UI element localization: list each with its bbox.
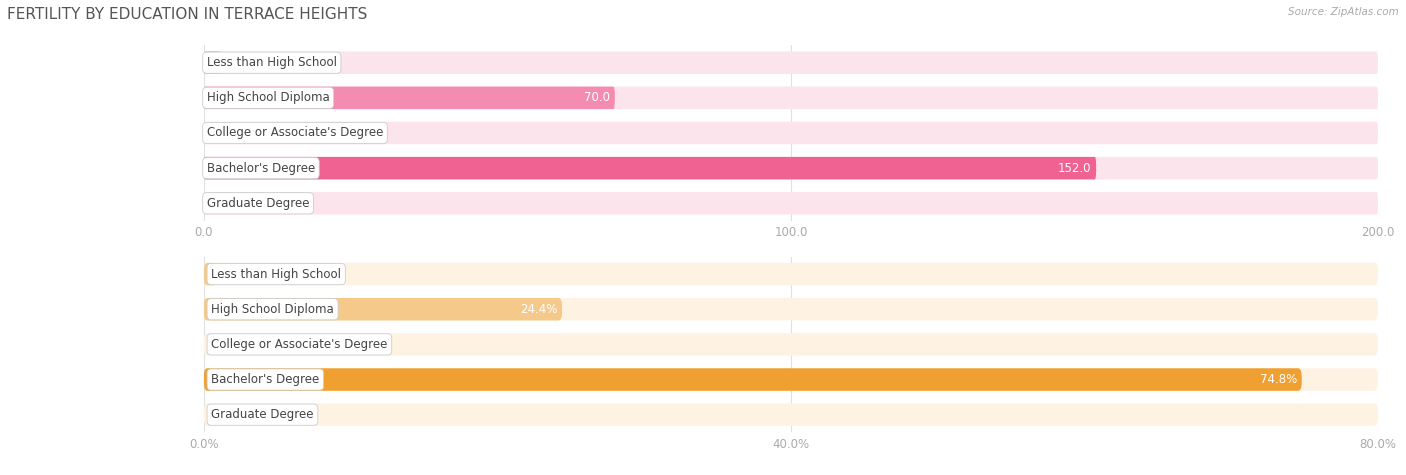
Text: 0.84%: 0.84% [225,267,263,281]
Text: 0.0%: 0.0% [214,408,243,421]
Text: Graduate Degree: Graduate Degree [211,408,314,421]
Text: High School Diploma: High School Diploma [211,303,335,316]
FancyBboxPatch shape [204,51,1378,74]
Text: Less than High School: Less than High School [211,267,342,281]
FancyBboxPatch shape [204,298,1378,321]
Text: 0.0: 0.0 [214,197,232,210]
FancyBboxPatch shape [204,403,1378,426]
FancyBboxPatch shape [204,192,1378,215]
FancyBboxPatch shape [204,122,1378,144]
Text: College or Associate's Degree: College or Associate's Degree [211,338,388,351]
Text: College or Associate's Degree: College or Associate's Degree [207,126,384,140]
FancyBboxPatch shape [204,157,1097,180]
FancyBboxPatch shape [204,368,1302,391]
Text: Less than High School: Less than High School [207,56,337,69]
Text: Graduate Degree: Graduate Degree [207,197,309,210]
Text: 24.4%: 24.4% [520,303,557,316]
Text: FERTILITY BY EDUCATION IN TERRACE HEIGHTS: FERTILITY BY EDUCATION IN TERRACE HEIGHT… [7,7,367,22]
Text: 74.8%: 74.8% [1260,373,1296,386]
Text: 70.0: 70.0 [583,91,610,104]
FancyBboxPatch shape [204,333,1378,356]
FancyBboxPatch shape [204,298,562,321]
FancyBboxPatch shape [204,51,222,74]
Text: High School Diploma: High School Diploma [207,91,329,104]
Text: 152.0: 152.0 [1057,162,1091,175]
Text: Source: ZipAtlas.com: Source: ZipAtlas.com [1288,7,1399,17]
Text: Bachelor's Degree: Bachelor's Degree [207,162,315,175]
FancyBboxPatch shape [204,86,614,109]
Text: 0.0%: 0.0% [214,338,243,351]
FancyBboxPatch shape [204,368,1378,391]
FancyBboxPatch shape [204,263,1378,285]
FancyBboxPatch shape [204,86,1378,109]
Text: 3.0: 3.0 [231,56,249,69]
Text: 0.0: 0.0 [214,126,232,140]
Text: Bachelor's Degree: Bachelor's Degree [211,373,319,386]
FancyBboxPatch shape [204,157,1378,180]
FancyBboxPatch shape [204,263,217,285]
